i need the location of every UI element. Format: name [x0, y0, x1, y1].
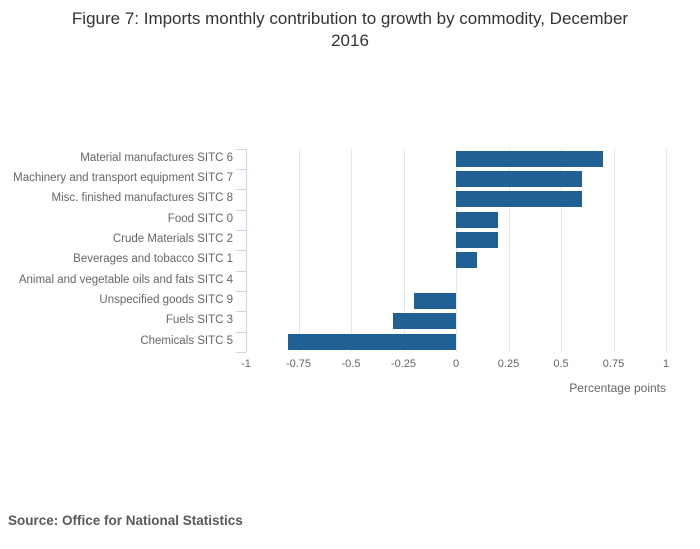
x-tick-label: -0.25 — [390, 358, 417, 370]
category-label: Crude Materials SITC 2 — [112, 233, 233, 246]
x-tick-label: -0.75 — [285, 358, 312, 370]
category-label: Fuels SITC 3 — [165, 314, 233, 327]
category-tick — [236, 189, 246, 191]
x-tick-label: 1 — [662, 358, 670, 370]
x-tick-label: 0 — [452, 358, 460, 370]
category-tick — [236, 352, 246, 353]
bar[interactable] — [393, 313, 456, 330]
category-tick — [236, 209, 246, 211]
category-label: Beverages and tobacco SITC 1 — [73, 253, 233, 266]
category-label: Misc. finished manufactures SITC 8 — [51, 192, 233, 205]
gridline — [613, 148, 615, 352]
category-label: Animal and vegetable oils and fats SITC … — [18, 273, 233, 286]
category-tick — [236, 168, 246, 170]
category-tick — [236, 148, 246, 150]
bar[interactable] — [456, 252, 477, 269]
category-label: Food SITC 0 — [167, 212, 233, 225]
x-tick-label: 0.75 — [602, 358, 625, 370]
bar[interactable] — [456, 150, 603, 167]
gridline — [298, 148, 300, 352]
x-tick-label: -0.5 — [341, 358, 361, 370]
gridline — [561, 148, 562, 352]
source-note: Source: Office for National Statistics — [8, 513, 243, 528]
x-axis-title: Percentage points — [569, 381, 666, 395]
category-tick — [236, 311, 246, 313]
bar[interactable] — [414, 293, 456, 310]
category-label: Machinery and transport equipment SITC 7 — [13, 172, 233, 185]
category-label: Unspecified goods SITC 9 — [99, 294, 233, 307]
gridline — [351, 148, 352, 352]
bar[interactable] — [456, 171, 582, 188]
gridline — [456, 148, 457, 352]
category-label: Material manufactures SITC 6 — [80, 151, 233, 164]
category-tick — [236, 250, 246, 252]
category-label: Chemicals SITC 5 — [140, 334, 233, 347]
category-axis-line — [246, 148, 247, 352]
gridline — [403, 148, 405, 352]
chart-title: Figure 7: Imports monthly contribution t… — [71, 9, 629, 50]
x-tick-label: 0.5 — [553, 358, 569, 370]
x-tick-label: 0.25 — [497, 358, 520, 370]
category-tick — [236, 229, 246, 231]
bar[interactable] — [456, 232, 498, 249]
bar[interactable] — [456, 211, 498, 228]
category-tick — [236, 331, 246, 333]
category-tick — [236, 270, 246, 272]
gridline — [666, 148, 667, 352]
gridline — [508, 148, 510, 352]
x-tick-label: -1 — [241, 358, 251, 370]
bar[interactable] — [456, 191, 582, 208]
category-tick — [236, 290, 246, 292]
bar[interactable] — [288, 333, 456, 350]
